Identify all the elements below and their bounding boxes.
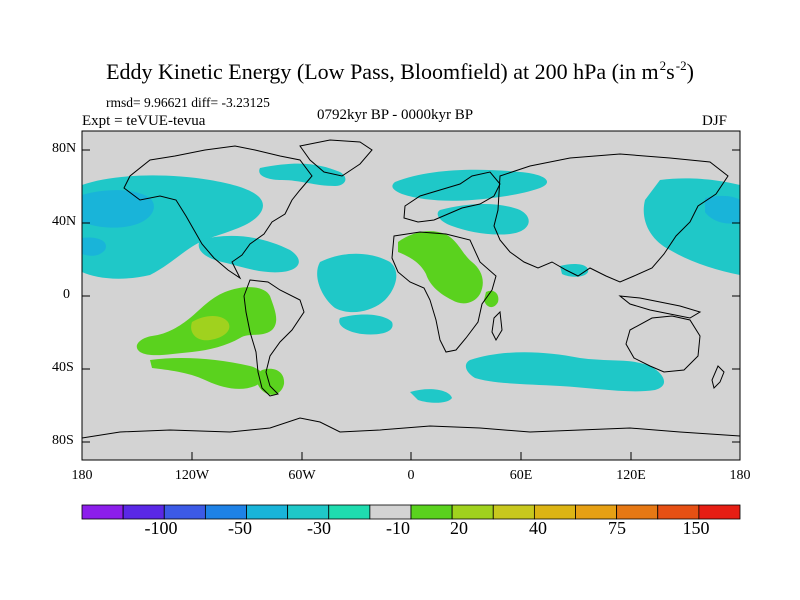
indonesia-outline xyxy=(618,295,702,319)
south-pacific-core xyxy=(191,316,230,341)
colorbar-label: -100 xyxy=(144,518,178,538)
africa-outline xyxy=(391,231,497,353)
colorbar-swatch xyxy=(204,504,247,520)
lon-label-120e: 120E xyxy=(616,468,646,483)
colorbar-label: -50 xyxy=(228,518,252,538)
colorbar-swatch xyxy=(328,504,371,520)
lon-label-0: 0 xyxy=(407,468,415,483)
lat-label-0: 0 xyxy=(63,287,70,302)
colorbar-swatch xyxy=(616,504,659,520)
stats-label: rmsd= 9.96621 diff= -3.23125 xyxy=(106,95,270,110)
lon-label-180w: 180 xyxy=(71,468,93,483)
colorbar-swatch xyxy=(451,504,494,520)
colorbar-swatch xyxy=(492,504,535,520)
colorbar-label: 150 xyxy=(682,518,710,538)
lon-label-120w: 120W xyxy=(174,468,210,483)
colorbar-swatch xyxy=(657,504,700,520)
colorbar-swatch xyxy=(246,504,289,520)
colorbar xyxy=(81,504,741,520)
colorbar-swatch xyxy=(575,504,618,520)
plot-title: Eddy Kinetic Energy (Low Pass, Bloomfiel… xyxy=(106,58,694,84)
colorbar-label: 20 xyxy=(450,518,468,538)
lat-label-40n: 40N xyxy=(52,214,77,229)
colorbar-label: 40 xyxy=(529,518,547,538)
colorbar-label: -10 xyxy=(386,518,410,538)
new-zealand-outline xyxy=(711,365,725,389)
lat-label-40s: 40S xyxy=(52,360,74,375)
colorbar-swatch xyxy=(163,504,206,520)
lat-label-80n: 80N xyxy=(52,141,77,156)
north-africa-arabia xyxy=(398,231,499,308)
lat-ticks xyxy=(82,149,740,443)
colorbar-swatch xyxy=(287,504,330,520)
colorbar-label: -30 xyxy=(307,518,331,538)
patagonia xyxy=(256,368,285,395)
greenland-outline xyxy=(299,139,373,177)
season-label: DJF xyxy=(702,113,728,129)
lon-label-60e: 60E xyxy=(509,468,533,483)
colorbar-swatch xyxy=(533,504,576,520)
tropical-atlantic-band xyxy=(317,253,397,335)
colorbar-swatch xyxy=(122,504,165,520)
coastlines xyxy=(82,139,740,439)
north-pacific-storm-track xyxy=(82,175,740,279)
experiment-label: Expt = teVUE-tevua xyxy=(82,113,206,129)
australia-outline xyxy=(625,315,701,373)
north-america-outline xyxy=(123,145,313,280)
anomaly-fields xyxy=(82,163,740,403)
lon-label-180e: 180 xyxy=(729,468,751,483)
colorbar-swatch xyxy=(698,504,741,520)
lat-label-80s: 80S xyxy=(52,433,74,448)
eastern-pacific-band xyxy=(198,235,299,273)
colorbar-swatch xyxy=(369,504,412,520)
lon-ticks xyxy=(81,452,741,460)
madagascar-outline xyxy=(491,310,503,342)
southern-indian-ocean-band xyxy=(410,264,665,403)
antarctica-outline xyxy=(82,417,740,439)
colorbar-swatch xyxy=(410,504,453,520)
asia-outline xyxy=(493,153,729,283)
colorbar-swatch xyxy=(81,504,124,520)
lon-label-60w: 60W xyxy=(288,468,316,483)
colorbar-label: 75 xyxy=(608,518,626,538)
period-label: 0792kyr BP - 0000kyr BP xyxy=(317,107,474,123)
siberia-band xyxy=(437,204,529,235)
north-atlantic-storm-track xyxy=(259,163,548,201)
europe-outline xyxy=(403,171,501,223)
south-america-outline xyxy=(243,279,305,397)
